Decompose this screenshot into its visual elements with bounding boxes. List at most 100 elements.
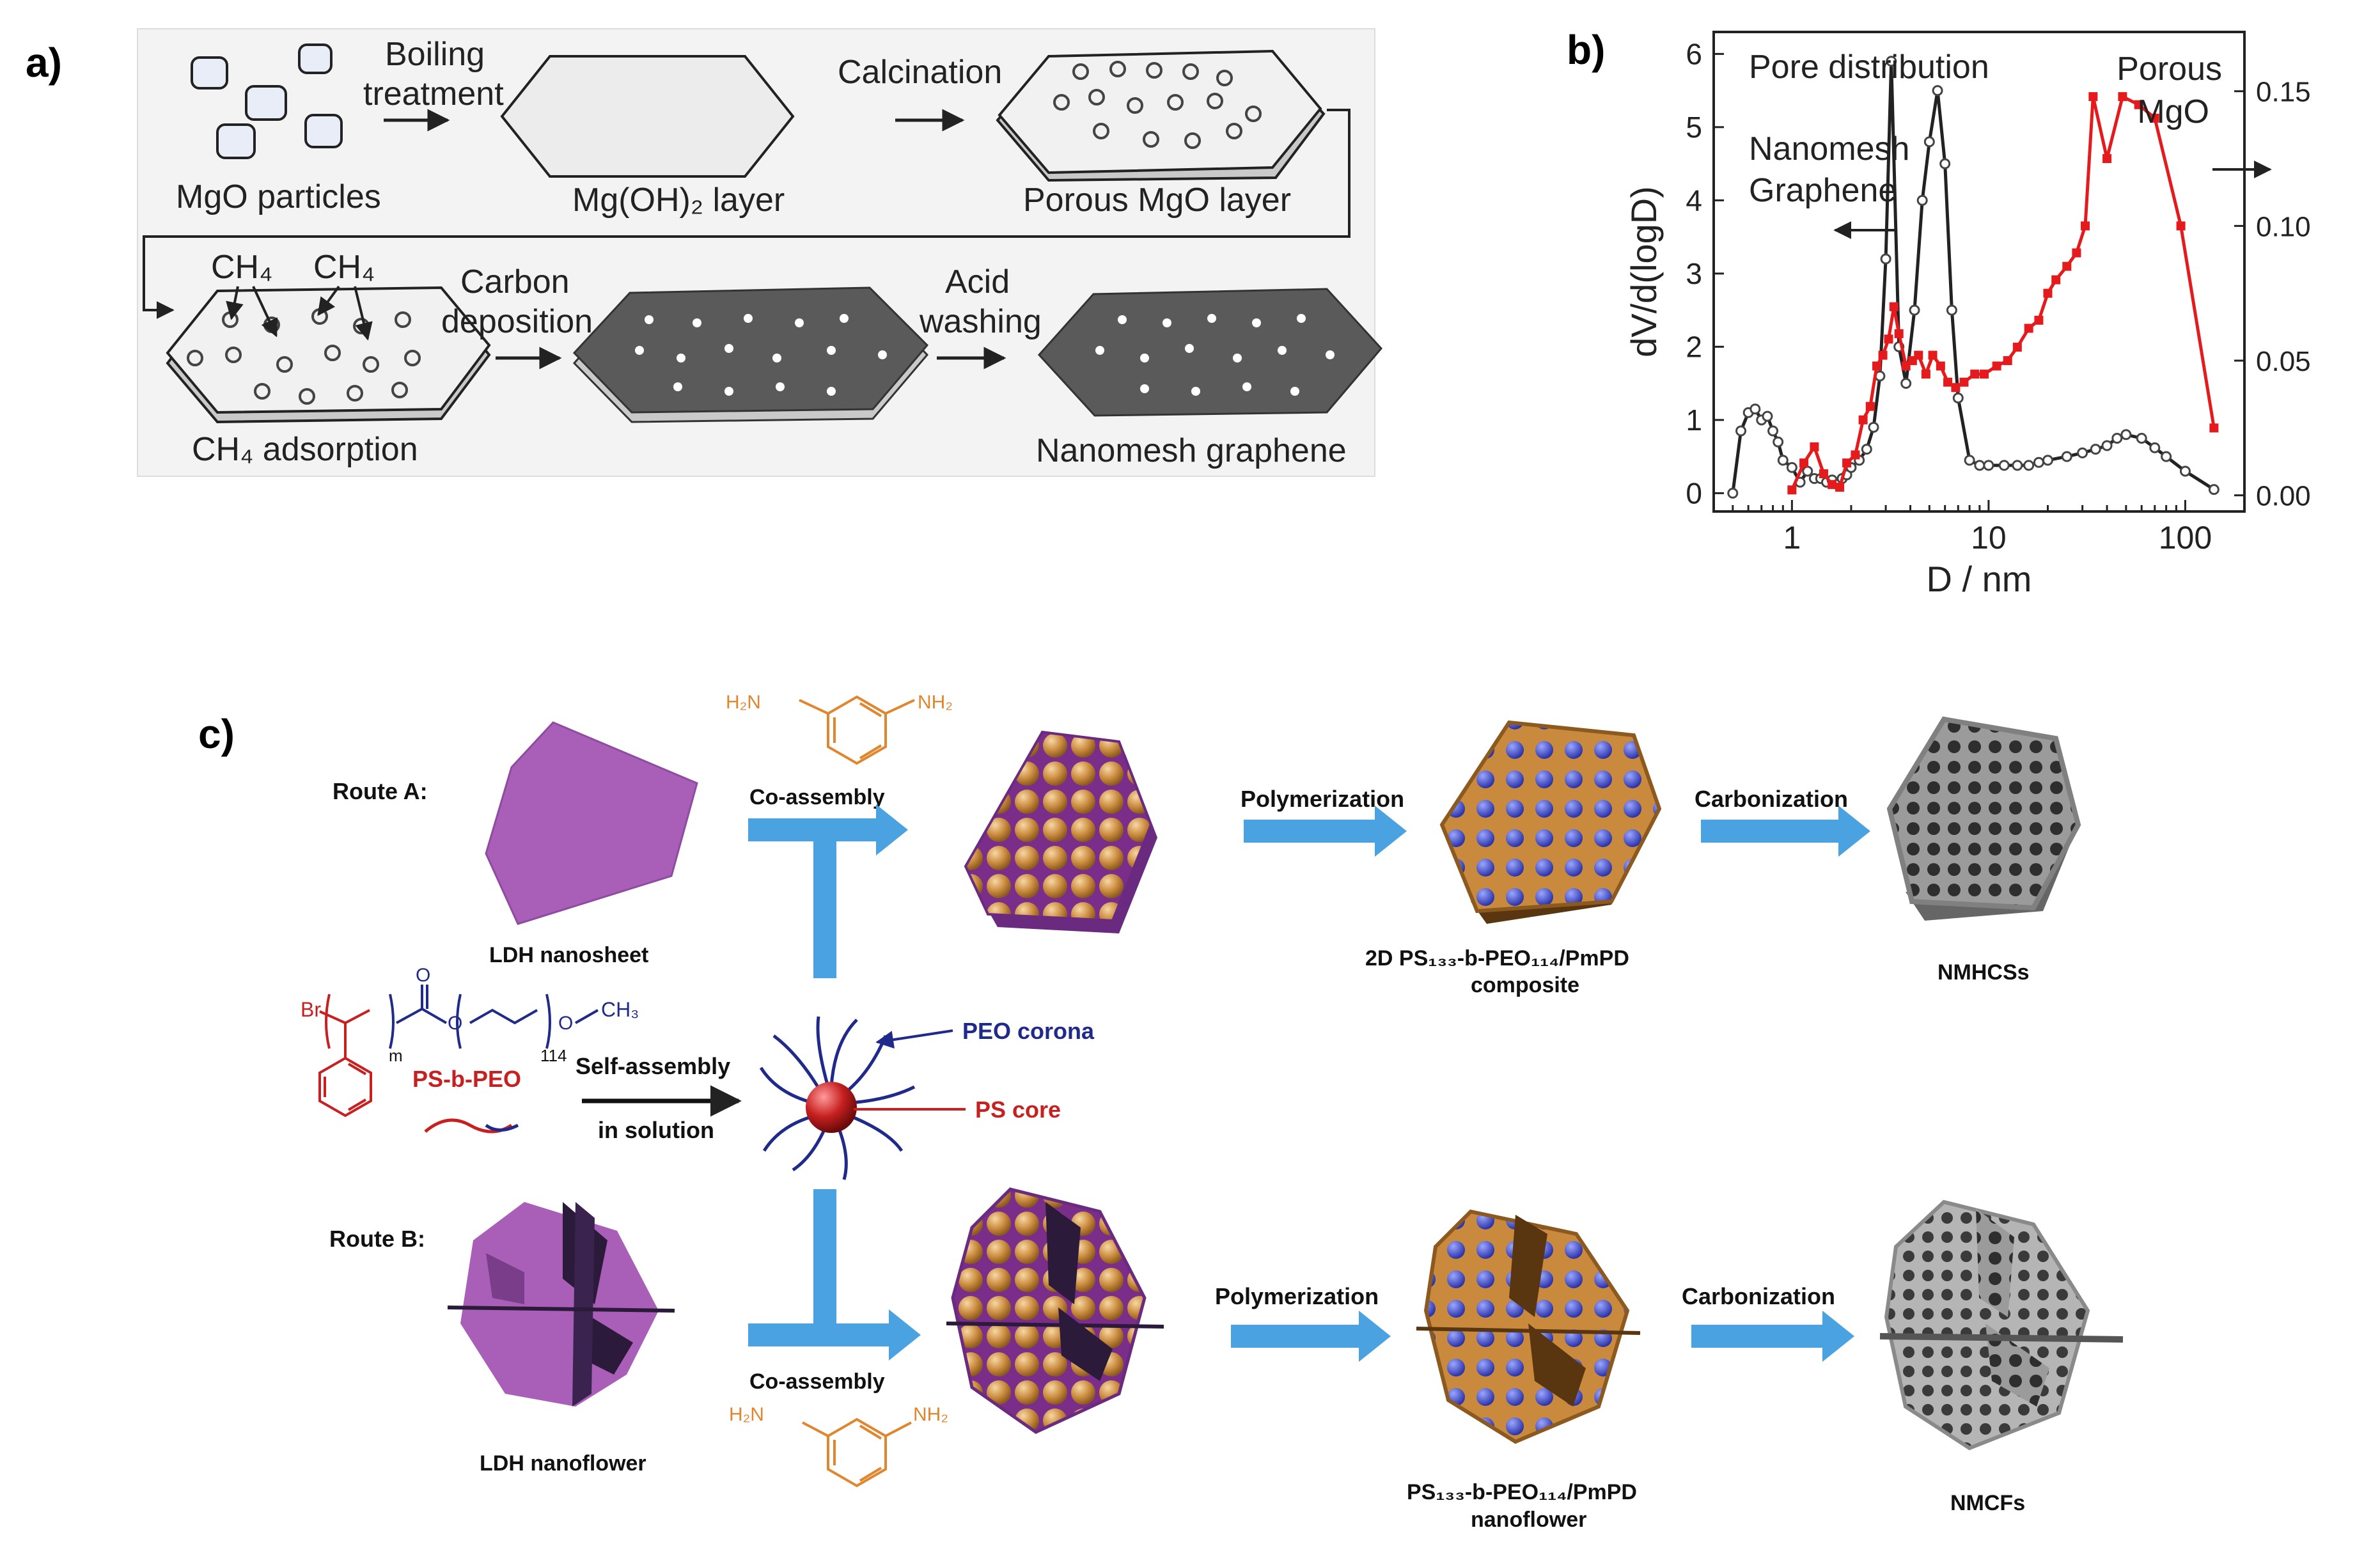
mgo-data-point (2088, 92, 2098, 102)
carbon-coated-hexagon (572, 286, 929, 414)
self-assembly-label: Self-assembly (575, 1053, 730, 1079)
assembled-nanoflower (946, 1187, 1164, 1434)
mgo-data-point (1943, 377, 1953, 387)
o-chain-1-label: O (448, 1013, 462, 1034)
carbon-label-2: deposition (441, 303, 593, 340)
mgo-data-point (1980, 370, 1989, 379)
graphene-data-point (1932, 85, 1943, 97)
ch4-arrows (226, 285, 373, 341)
mgo-data-point (2072, 248, 2081, 258)
nmhcs-hexagon (1886, 716, 2081, 911)
y-right-tick-label: 0.15 (2256, 77, 2311, 108)
graphene-data-point (2136, 432, 2147, 444)
mgo-data-point (1787, 485, 1797, 495)
m-subscript: m (389, 1046, 403, 1065)
mgo-data-point (2051, 275, 2061, 285)
graphene-data-point (1802, 465, 1813, 477)
graphene-data-point (2208, 484, 2220, 495)
y-left-tick-label: 5 (1686, 111, 1702, 144)
graphene-data-point (1916, 194, 1928, 206)
calcination-label: Calcination (838, 54, 1002, 91)
t-junction-b-stem (813, 1189, 836, 1327)
panel-c-label: c) (198, 711, 235, 757)
mgo-particles-label: MgO particles (176, 178, 381, 215)
o-chain-2-label: O (558, 1013, 573, 1034)
mgo-data-point (1842, 458, 1852, 468)
ps-core-label: PS core (975, 1096, 1061, 1123)
graphene-data-point (2149, 442, 2161, 453)
carbonization-arrow-a (1701, 806, 1870, 857)
graphene-data-point (1923, 136, 1935, 148)
carbon-label-1: Carbon (460, 263, 570, 300)
ps-b-peo-structure (318, 985, 599, 1118)
carbonization-a-label: Carbonization (1695, 786, 1848, 812)
graphene-data-point (1767, 425, 1779, 437)
co-assembly-a-label: Co-assembly (749, 785, 885, 809)
nh2-right-b: NH₂ (913, 1404, 948, 1425)
nmcf-nanoflower (1879, 1199, 2124, 1451)
mgo-data-point (1835, 483, 1845, 492)
mgo-data-point (1799, 458, 1809, 468)
graphene-data-point (1952, 393, 1964, 404)
x-tick-label: 10 (1971, 520, 2007, 556)
panel-c: c) Route A: LDH nanosheet H₂N NH₂ Co-ass… (198, 692, 2124, 1532)
graphene-data-point (1974, 460, 1985, 471)
x-tick-label: 100 (2159, 520, 2212, 556)
carbonization-arrow-b (1691, 1311, 1854, 1362)
ldh-nanoflower-label: LDH nanoflower (480, 1451, 646, 1476)
graphene-data-point (1727, 487, 1739, 499)
graphene-data-point (1998, 460, 2010, 471)
graphene-data-point (2111, 432, 2123, 444)
nh2-left-a: H₂N (726, 692, 761, 713)
panel-a: a) MgO particles Boiling treatment Mg(OH… (26, 28, 1382, 477)
boiling-label-1: Boiling (385, 36, 485, 73)
y-left-tick-label: 2 (1686, 330, 1702, 363)
mgo-data-point (1951, 383, 1961, 393)
composite-label-1: 2D PS₁₃₃-b-PEO₁₁₄/PmPD (1365, 946, 1629, 971)
porous-mgo-pores (1053, 61, 1262, 149)
mgo-data-point (1865, 402, 1875, 411)
mgo-data-point (2150, 113, 2159, 123)
pore-distribution-chart: 1 10 100 0 1 2 3 4 5 6 0.00 0.05 0.10 0.15 D / nm dV/d(… (1624, 31, 2311, 599)
acid-label-1: Acid (945, 263, 1010, 300)
mgo-data-point (2062, 261, 2072, 271)
graphene-data-point (1750, 403, 1761, 415)
polymerization-arrow-a (1244, 806, 1407, 857)
nanomesh-annotation-1: Nanomesh (1749, 130, 1909, 168)
graphene-data-point (2061, 451, 2072, 462)
mgo-data-point (2118, 92, 2127, 102)
mgo-data-point (1819, 469, 1829, 479)
mgoh-hexagon (500, 55, 795, 178)
mgo-data-point (1936, 361, 1945, 371)
ps-peo-squiggle-blue (485, 1123, 519, 1132)
panel-b-label: b) (1567, 27, 1605, 73)
in-solution-label: in solution (598, 1117, 714, 1143)
mgo-data-point (2043, 288, 2053, 298)
pore-distribution-label: Pore distribution (1749, 49, 1989, 86)
ch3-label: CH₃ (601, 998, 639, 1021)
mgo-data-point (2081, 221, 2090, 231)
polymerization-a-label: Polymerization (1241, 786, 1404, 812)
assembled-nanosheet-balls (964, 730, 1153, 923)
mgo-data-point (1970, 370, 1980, 379)
mgo-data-point (2012, 342, 2022, 352)
graphene-data-point (1939, 158, 1951, 169)
graphene-data-point (2042, 455, 2053, 466)
co-assembly-arrow-a (748, 804, 908, 855)
phenylenediamine-molecule-b (802, 1417, 912, 1488)
y-right-tick-label: 0.05 (2256, 346, 2311, 377)
y-right-tick-label: 0.00 (2256, 481, 2311, 512)
graphene-data-point (1886, 56, 1897, 67)
mgo-data-point (1959, 377, 1969, 387)
mgo-data-point (1878, 350, 1888, 360)
graphene-data-point (2179, 465, 2191, 477)
porous-mgo-label: Porous MgO layer (1023, 182, 1291, 219)
ps-b-peo-label: PS-b-PEO (412, 1066, 521, 1092)
ch4-right-label: CH₄ (313, 249, 375, 286)
phenylenediamine-molecule-a (799, 695, 915, 765)
mgo-data-point (2102, 154, 2112, 164)
br-label: Br (301, 998, 321, 1021)
graphene-data-point (1773, 436, 1784, 448)
mgo-data-point (2003, 356, 2012, 366)
